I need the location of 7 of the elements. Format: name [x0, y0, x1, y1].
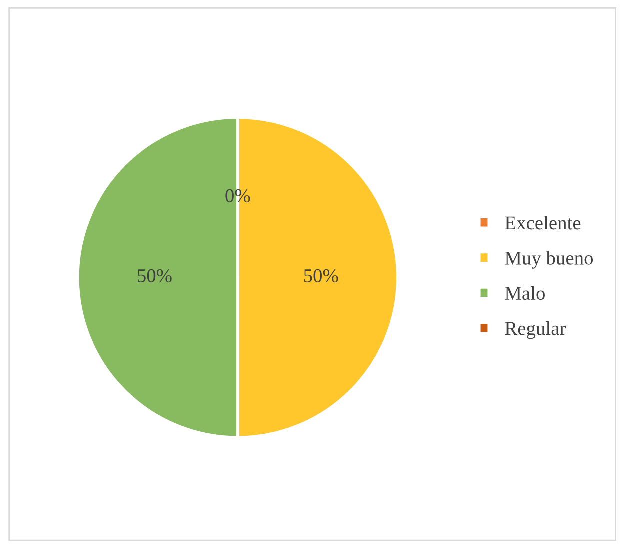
legend-label: Muy bueno [505, 251, 594, 269]
legend-label: Malo [505, 286, 545, 300]
data-label: 50% [304, 269, 338, 283]
data-label: 50% [138, 269, 172, 283]
legend-label: Regular [505, 322, 566, 340]
legend-label: Excelente [505, 216, 581, 230]
text: 0% [226, 189, 250, 203]
